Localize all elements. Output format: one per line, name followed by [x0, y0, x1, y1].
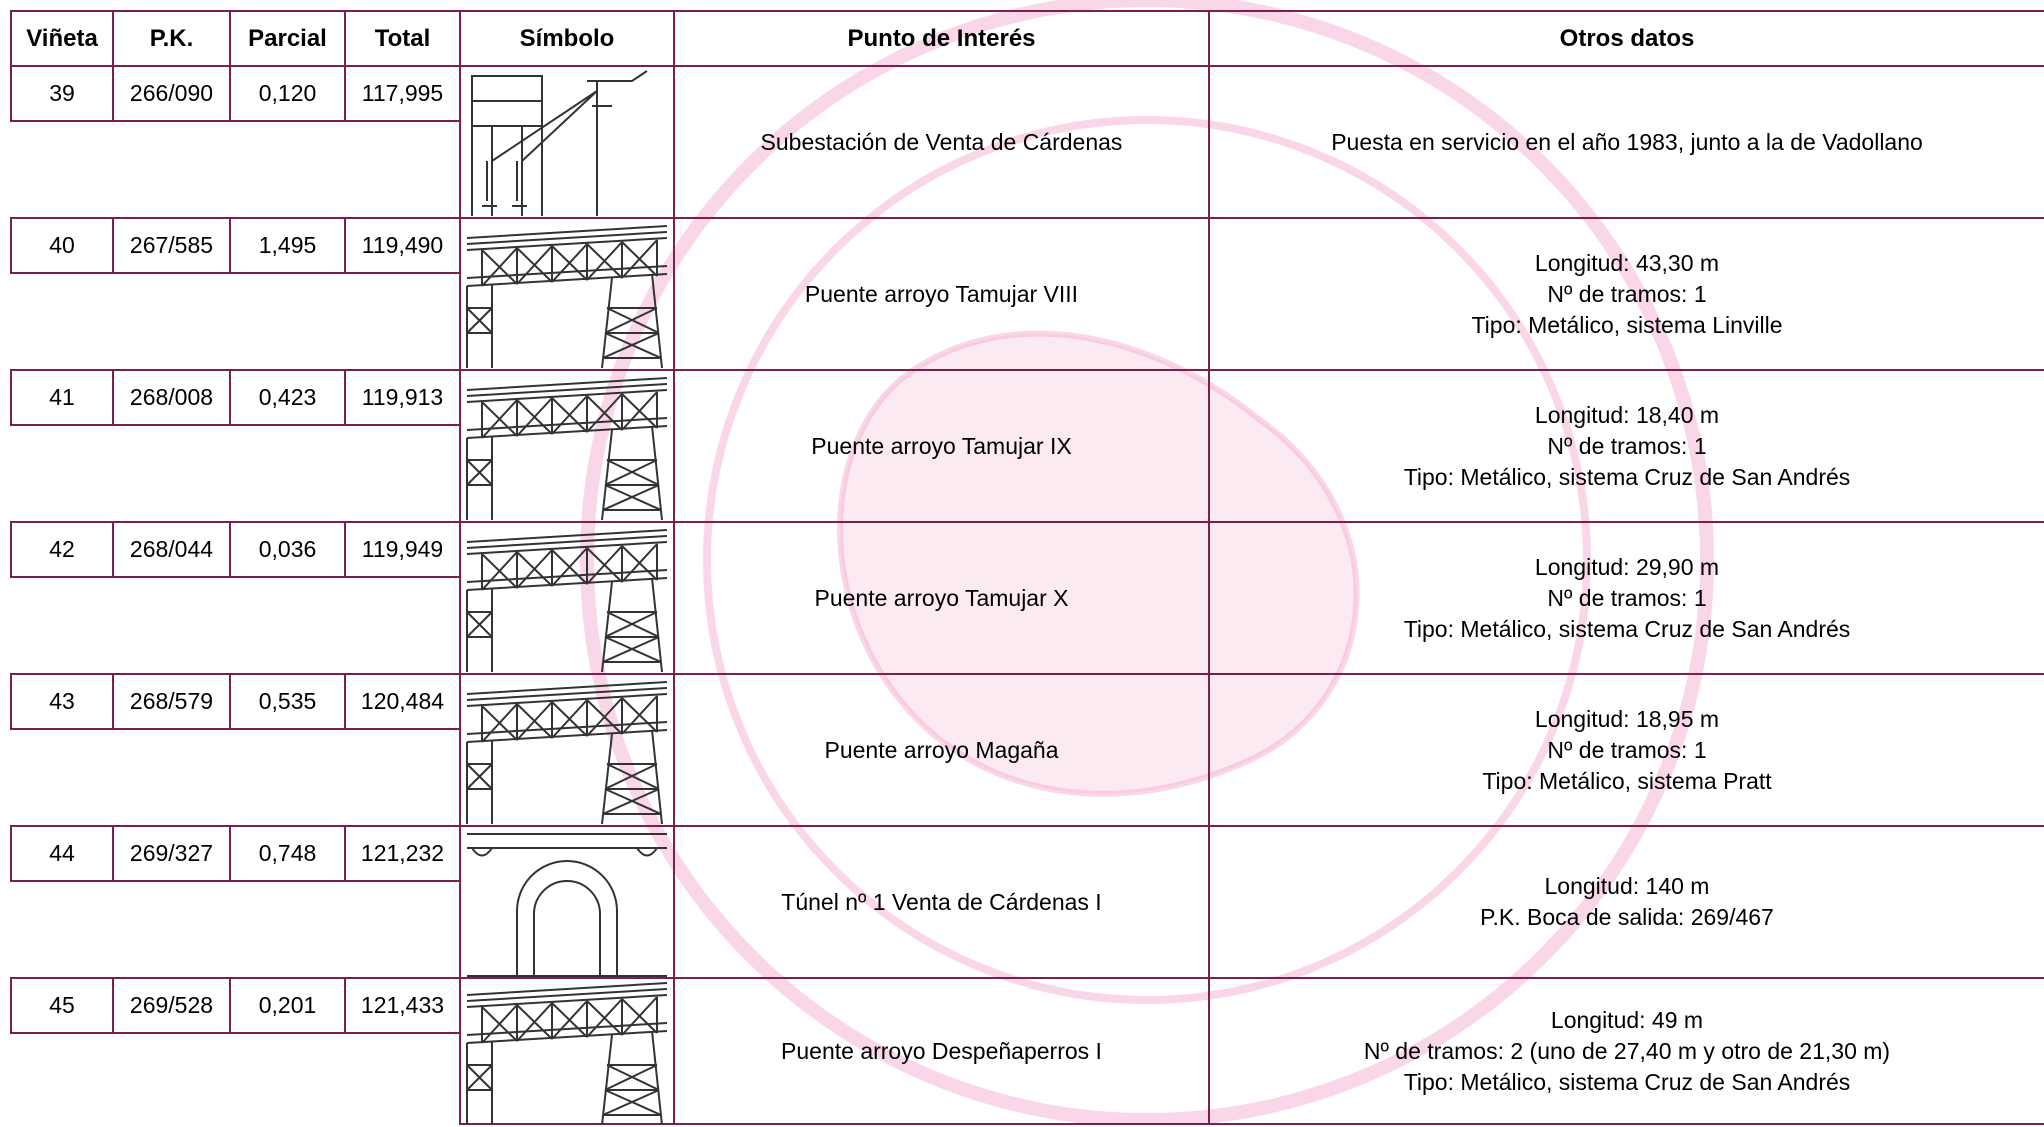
other-data-line: Tipo: Metálico, sistema Pratt	[1482, 767, 1772, 794]
other-data-line: Longitud: 49 m	[1550, 1006, 1704, 1033]
other-data-line: Nº de tramos: 1	[1547, 280, 1707, 307]
cell-total: 119,913	[344, 369, 461, 426]
other-data: Longitud: 49 m Nº de tramos: 2 (uno de 27…	[1208, 977, 2044, 1125]
cell-total: 119,949	[344, 521, 461, 578]
symbol	[466, 833, 668, 977]
symbol-cell	[459, 217, 675, 371]
symbol-cell	[459, 825, 675, 979]
cell-vineta: 43	[10, 673, 114, 730]
point-of-interest: Túnel nº 1 Venta de Cárdenas I	[673, 825, 1210, 979]
cell-vineta: 45	[10, 977, 114, 1034]
cell-pk: 267/585	[112, 217, 231, 274]
cell-parcial: 0,036	[229, 521, 346, 578]
other-data-line: Tipo: Metálico, sistema Cruz de San Andr…	[1403, 463, 1851, 490]
other-data: Longitud: 18,40 m Nº de tramos: 1 Tipo: Me…	[1208, 369, 2044, 523]
cell-total: 121,232	[344, 825, 461, 882]
other-data-line: Tipo: Metálico, sistema Linville	[1471, 311, 1783, 338]
symbol-cell	[459, 977, 675, 1126]
header-cell: Parcial	[229, 10, 346, 67]
other-data-line: Longitud: 140 m	[1544, 873, 1710, 899]
other-data-line: Nº de tramos: 1	[1547, 584, 1707, 611]
cell-pk: 268/044	[112, 521, 231, 578]
other-data-line: P.K. Boca de salida: 269/467	[1480, 904, 1774, 930]
other-data: Longitud: 29,90 m Nº de tramos: 1 Tipo: Me…	[1208, 521, 2044, 675]
cell-parcial: 0,120	[229, 65, 346, 122]
symbol	[466, 681, 668, 825]
cell-parcial: 0,423	[229, 369, 346, 426]
point-of-interest: Puente arroyo Magaña	[673, 673, 1210, 827]
other-data-line: Tipo: Metálico, sistema Cruz de San Andr…	[1403, 1068, 1851, 1095]
cell-vineta: 41	[10, 369, 114, 426]
other-data: Longitud: 140 m P.K. Boca de salida: 269/…	[1208, 825, 2044, 979]
point-of-interest: Puente arroyo Tamujar X	[673, 521, 1210, 675]
symbol-cell	[459, 369, 675, 523]
cell-pk: 269/327	[112, 825, 231, 882]
other-data-line: Nº de tramos: 2 (uno de 27,40 m y otro d…	[1363, 1037, 1891, 1064]
cell-parcial: 0,535	[229, 673, 346, 730]
cell-pk: 268/579	[112, 673, 231, 730]
symbol-cell	[459, 521, 675, 675]
cell-total: 120,484	[344, 673, 461, 730]
symbol-cell	[459, 673, 675, 827]
cell-parcial: 0,201	[229, 977, 346, 1034]
point-of-interest: Subestación de Venta de Cárdenas	[673, 65, 1210, 219]
cell-total: 121,433	[344, 977, 461, 1034]
other-data: Longitud: 18,95 m Nº de tramos: 1 Tipo: Me…	[1208, 673, 2044, 827]
symbol	[466, 529, 668, 673]
other-data-line: Nº de tramos: 1	[1547, 736, 1707, 763]
header-cell: Punto de Interés	[673, 10, 1210, 67]
point-of-interest: Puente arroyo Despeñaperros I	[673, 977, 1210, 1125]
header-cell: Total	[344, 10, 461, 67]
cell-pk: 269/528	[112, 977, 231, 1034]
cell-total: 117,995	[344, 65, 461, 122]
other-data: Longitud: 43,30 m Nº de tramos: 1 Tipo: Me…	[1208, 217, 2044, 371]
cell-parcial: 0,748	[229, 825, 346, 882]
other-data-line: Nº de tramos: 1	[1547, 432, 1707, 459]
symbol-cell	[459, 65, 675, 219]
cell-total: 119,490	[344, 217, 461, 274]
other-data-line: Longitud: 43,30 m	[1534, 249, 1720, 276]
other-data-line: Longitud: 18,40 m	[1534, 401, 1720, 428]
point-of-interest: Puente arroyo Tamujar VIII	[673, 217, 1210, 371]
other-data-line: Longitud: 18,95 m	[1534, 705, 1720, 732]
other-data-line: Longitud: 29,90 m	[1534, 553, 1720, 580]
header-cell: Otros datos	[1208, 10, 2044, 67]
header-cell: P.K.	[112, 10, 231, 67]
symbol	[466, 225, 668, 369]
cell-pk: 266/090	[112, 65, 231, 122]
header-cell: Símbolo	[459, 10, 675, 67]
cell-vineta: 39	[10, 65, 114, 122]
cell-parcial: 1,495	[229, 217, 346, 274]
symbol	[466, 982, 668, 1126]
cell-vineta: 40	[10, 217, 114, 274]
point-of-interest: Puente arroyo Tamujar IX	[673, 369, 1210, 523]
symbol	[471, 70, 648, 217]
other-data: Puesta en servicio en el año 1983, junto…	[1208, 65, 2044, 219]
symbol	[466, 377, 668, 521]
cell-vineta: 42	[10, 521, 114, 578]
other-data-line: Puesta en servicio en el año 1983, junto…	[1331, 128, 1923, 155]
cell-vineta: 44	[10, 825, 114, 882]
cell-pk: 268/008	[112, 369, 231, 426]
other-data-line: Tipo: Metálico, sistema Cruz de San Andr…	[1403, 615, 1851, 642]
header-cell: Viñeta	[10, 10, 114, 67]
